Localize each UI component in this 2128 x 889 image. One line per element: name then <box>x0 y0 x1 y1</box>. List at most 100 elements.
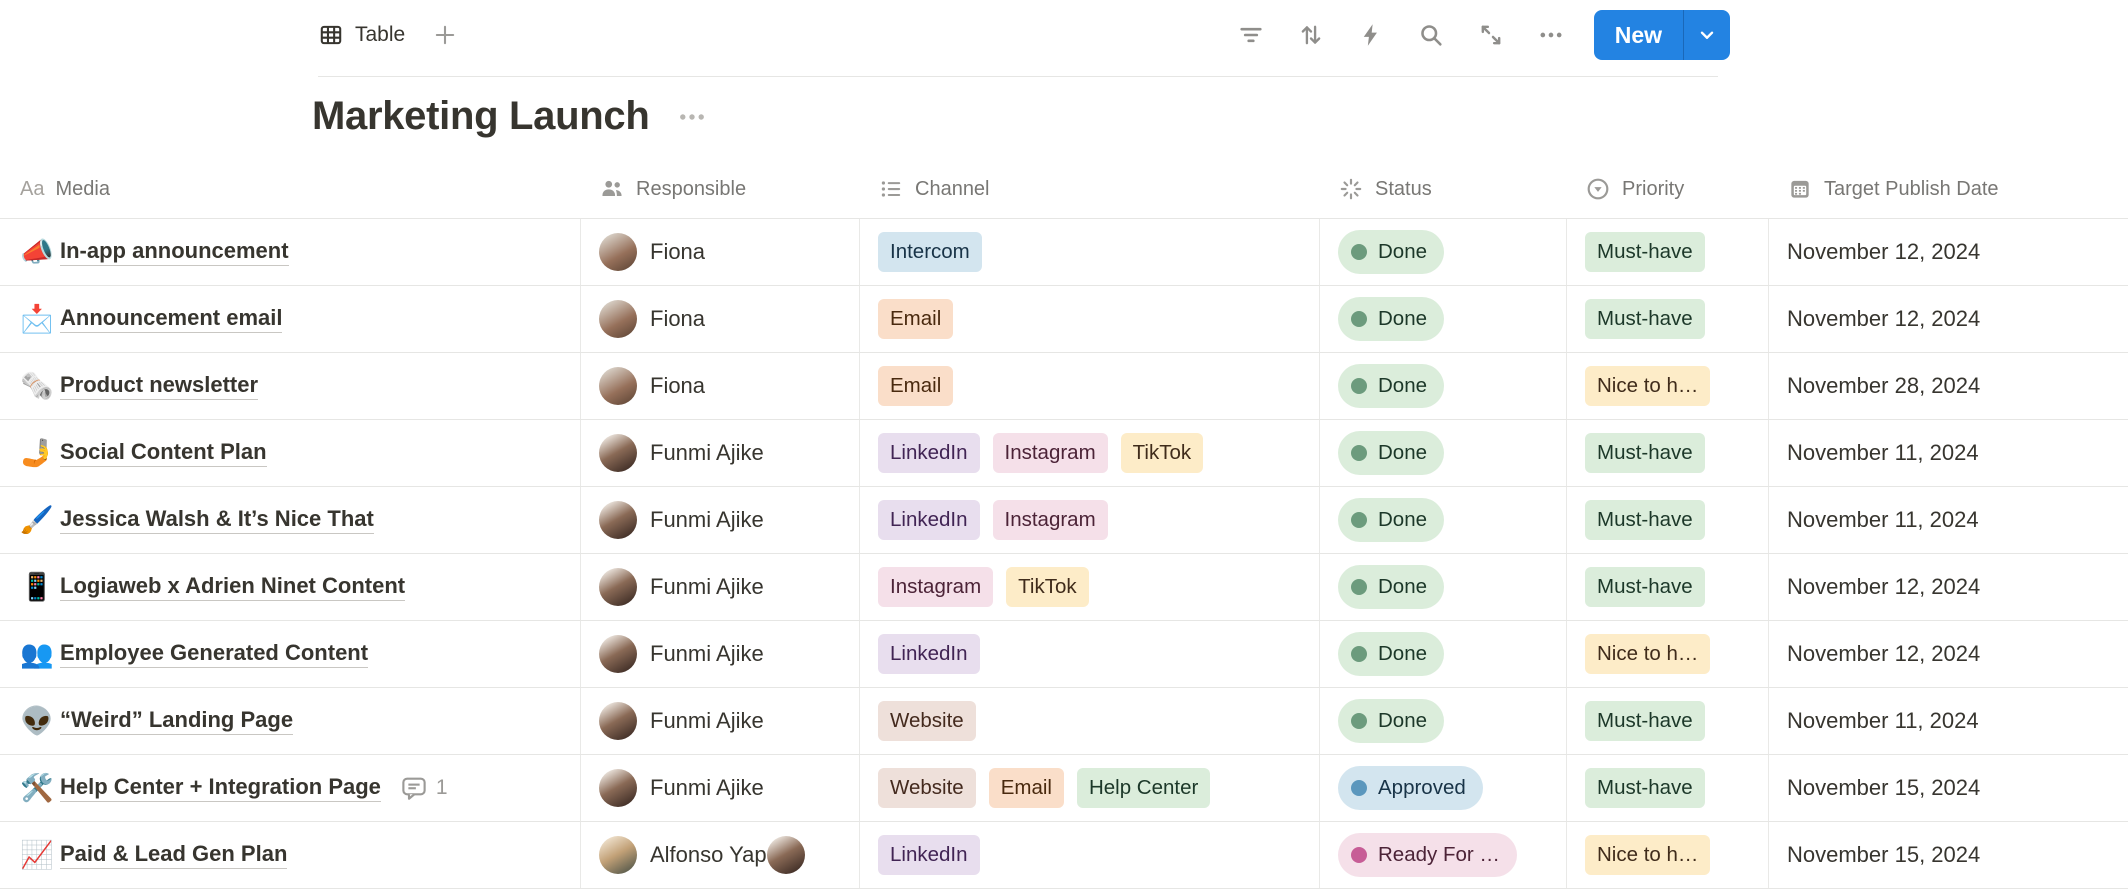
priority-tag[interactable]: Nice to h… <box>1585 634 1711 674</box>
channel-tag[interactable]: Email <box>878 366 954 406</box>
cell-media[interactable]: 📈 Paid & Lead Gen Plan <box>0 822 581 888</box>
row-title[interactable]: Help Center + Integration Page <box>60 774 381 802</box>
cell-media[interactable]: 🤳 Social Content Plan <box>0 420 581 486</box>
status-pill[interactable]: Done <box>1338 498 1445 542</box>
cell-status[interactable]: Done <box>1320 420 1567 486</box>
cell-responsible[interactable]: Funmi Ajike <box>581 621 860 687</box>
cell-channel[interactable]: LinkedIn Instagram TikTok <box>860 420 1320 486</box>
status-pill[interactable]: Ready For … <box>1338 833 1517 877</box>
cell-channel[interactable]: Instagram TikTok <box>860 554 1320 620</box>
channel-tag[interactable]: LinkedIn <box>878 634 980 674</box>
column-header-date[interactable]: Target Publish Date <box>1769 160 2128 218</box>
cell-status[interactable]: Done <box>1320 487 1567 553</box>
cell-media[interactable]: 👽 “Weird” Landing Page <box>0 688 581 754</box>
cell-date[interactable]: November 12, 2024 <box>1769 621 2128 687</box>
cell-channel[interactable]: LinkedIn Instagram <box>860 487 1320 553</box>
row-title[interactable]: In-app announcement <box>60 238 289 266</box>
cell-date[interactable]: November 15, 2024 <box>1769 755 2128 821</box>
filter-button[interactable] <box>1232 16 1270 54</box>
page-title[interactable]: Marketing Launch <box>312 94 650 138</box>
status-pill[interactable]: Done <box>1338 297 1445 341</box>
new-button-dropdown[interactable] <box>1683 10 1730 60</box>
cell-date[interactable]: November 11, 2024 <box>1769 487 2128 553</box>
cell-status[interactable]: Done <box>1320 621 1567 687</box>
cell-responsible[interactable]: Funmi Ajike <box>581 755 860 821</box>
cell-responsible[interactable]: Funmi Ajike <box>581 420 860 486</box>
sort-button[interactable] <box>1292 16 1330 54</box>
channel-tag[interactable]: TikTok <box>1120 433 1204 473</box>
status-pill[interactable]: Done <box>1338 565 1445 609</box>
channel-tag[interactable]: Website <box>878 768 976 808</box>
cell-date[interactable]: November 15, 2024 <box>1769 822 2128 888</box>
channel-tag[interactable]: LinkedIn <box>878 500 980 540</box>
column-header-channel[interactable]: Channel <box>860 160 1320 218</box>
cell-priority[interactable]: Must-have <box>1567 219 1769 285</box>
cell-date[interactable]: November 12, 2024 <box>1769 286 2128 352</box>
priority-tag[interactable]: Must-have <box>1585 500 1705 540</box>
cell-status[interactable]: Done <box>1320 286 1567 352</box>
expand-button[interactable] <box>1472 16 1510 54</box>
cell-status[interactable]: Approved <box>1320 755 1567 821</box>
row-title[interactable]: Announcement email <box>60 305 283 333</box>
cell-media[interactable]: 🖌️ Jessica Walsh & It’s Nice That <box>0 487 581 553</box>
title-more-button[interactable] <box>675 100 709 134</box>
status-pill[interactable]: Done <box>1338 230 1445 274</box>
cell-channel[interactable]: LinkedIn <box>860 822 1320 888</box>
channel-tag[interactable]: Help Center <box>1076 768 1211 808</box>
channel-tag[interactable]: Instagram <box>878 567 994 607</box>
row-title[interactable]: Logiaweb x Adrien Ninet Content <box>60 573 406 601</box>
channel-tag[interactable]: Intercom <box>878 232 982 272</box>
cell-media[interactable]: 📩 Announcement email <box>0 286 581 352</box>
column-header-responsible[interactable]: Responsible <box>581 160 860 218</box>
cell-channel[interactable]: Website <box>860 688 1320 754</box>
cell-status[interactable]: Done <box>1320 554 1567 620</box>
column-header-media[interactable]: Aa Media <box>0 160 581 218</box>
cell-status[interactable]: Ready For … <box>1320 822 1567 888</box>
row-title[interactable]: Employee Generated Content <box>60 640 369 668</box>
cell-channel[interactable]: Email <box>860 286 1320 352</box>
priority-tag[interactable]: Must-have <box>1585 232 1705 272</box>
cell-priority[interactable]: Must-have <box>1567 420 1769 486</box>
cell-media[interactable]: 🗞️ Product newsletter <box>0 353 581 419</box>
cell-priority[interactable]: Nice to h… <box>1567 822 1769 888</box>
status-pill[interactable]: Done <box>1338 699 1445 743</box>
cell-media[interactable]: 📱 Logiaweb x Adrien Ninet Content <box>0 554 581 620</box>
cell-priority[interactable]: Must-have <box>1567 487 1769 553</box>
priority-tag[interactable]: Must-have <box>1585 299 1705 339</box>
new-button[interactable]: New <box>1593 10 1730 60</box>
automation-button[interactable] <box>1352 16 1390 54</box>
cell-media[interactable]: 👥 Employee Generated Content <box>0 621 581 687</box>
column-header-priority[interactable]: Priority <box>1567 160 1769 218</box>
channel-tag[interactable]: TikTok <box>1006 567 1089 607</box>
new-button-label[interactable]: New <box>1614 21 1662 48</box>
cell-responsible[interactable]: Fiona <box>581 219 860 285</box>
cell-priority[interactable]: Must-have <box>1567 688 1769 754</box>
tab-table[interactable]: Table <box>318 22 405 48</box>
column-header-status[interactable]: Status <box>1320 160 1567 218</box>
cell-responsible[interactable]: Fiona <box>581 353 860 419</box>
cell-channel[interactable]: Intercom <box>860 219 1320 285</box>
cell-priority[interactable]: Nice to h… <box>1567 353 1769 419</box>
cell-priority[interactable]: Must-have <box>1567 286 1769 352</box>
cell-responsible[interactable]: Funmi Ajike <box>581 554 860 620</box>
priority-tag[interactable]: Must-have <box>1585 567 1705 607</box>
cell-responsible[interactable]: Alfonso Yap <box>581 822 860 888</box>
cell-date[interactable]: November 28, 2024 <box>1769 353 2128 419</box>
search-button[interactable] <box>1412 16 1450 54</box>
cell-date[interactable]: November 12, 2024 <box>1769 219 2128 285</box>
add-view-button[interactable] <box>431 21 459 49</box>
row-title[interactable]: Social Content Plan <box>60 439 267 467</box>
cell-channel[interactable]: Email <box>860 353 1320 419</box>
channel-tag[interactable]: Email <box>878 299 954 339</box>
channel-tag[interactable]: Email <box>988 768 1064 808</box>
status-pill[interactable]: Approved <box>1338 766 1483 810</box>
status-pill[interactable]: Done <box>1338 364 1445 408</box>
status-pill[interactable]: Done <box>1338 632 1445 676</box>
cell-status[interactable]: Done <box>1320 353 1567 419</box>
priority-tag[interactable]: Must-have <box>1585 433 1705 473</box>
priority-tag[interactable]: Must-have <box>1585 768 1705 808</box>
cell-priority[interactable]: Must-have <box>1567 755 1769 821</box>
more-button[interactable] <box>1532 16 1570 54</box>
cell-status[interactable]: Done <box>1320 219 1567 285</box>
cell-priority[interactable]: Must-have <box>1567 554 1769 620</box>
